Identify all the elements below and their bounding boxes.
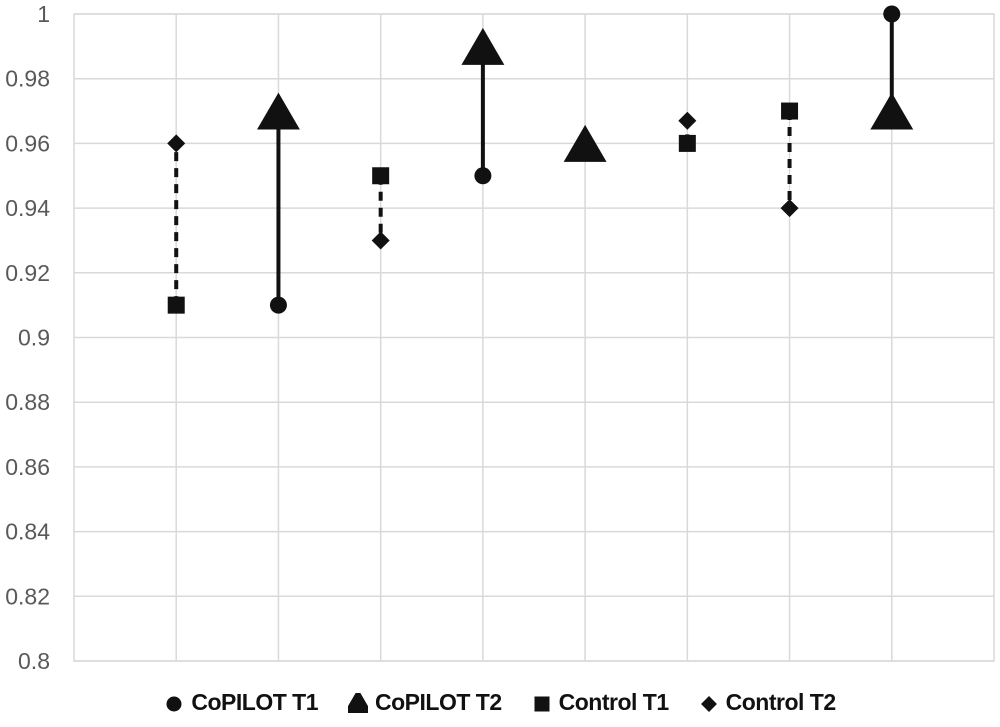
diamond-marker-icon: [678, 111, 697, 130]
triangle-marker-icon: [348, 692, 368, 713]
y-tick-label: 0.84: [5, 519, 50, 545]
triangle-marker-icon: [870, 92, 914, 130]
y-tick-label: 0.94: [5, 195, 50, 221]
circle-marker-icon: [166, 696, 182, 711]
y-tick-label: 0.88: [5, 389, 50, 415]
chart-legend: CoPILOT T1 CoPILOT T2 Control T1 Control T2: [0, 678, 1000, 727]
y-tick-label: 1: [37, 1, 50, 27]
data-series-control-t2: [167, 111, 799, 250]
y-tick-label: 0.9: [18, 325, 50, 351]
triangle-marker-icon: [348, 692, 368, 713]
diamond-marker-icon: [700, 695, 717, 712]
legend-item-control-t2: Control T2: [699, 689, 836, 716]
plot-border: [73, 13, 995, 662]
legend-item-copilot-t1: CoPILOT T1: [164, 689, 318, 716]
y-tick-label: 0.98: [5, 66, 50, 92]
legend-label: Control T2: [725, 689, 837, 715]
chart-canvas: 1 0.98 0.96 0.94 0.92 0.9 0.88 0.86 0.84 0.82 0.8: [5, 1, 995, 674]
square-marker-icon: [167, 296, 185, 314]
data-series-copilot-t1: [269, 5, 901, 314]
connector-lines: [174, 14, 894, 306]
legend-label: CoPILOT T1: [191, 689, 318, 715]
square-marker-icon: [534, 696, 550, 711]
y-tick-label: 0.96: [5, 130, 50, 156]
circle-marker-icon: [166, 696, 182, 711]
triangle-marker-icon: [461, 27, 505, 65]
diamond-marker-icon: [167, 134, 186, 153]
triangle-marker-icon: [256, 92, 300, 130]
circle-marker-icon: [576, 134, 594, 152]
y-tick-label: 0.8: [18, 648, 50, 674]
y-tick-label: 0.92: [5, 260, 50, 286]
square-marker-icon: [678, 134, 696, 152]
circle-marker-icon: [474, 167, 492, 185]
y-axis-labels: 1 0.98 0.96 0.94 0.92 0.9 0.88 0.86 0.84 0.82 0.8: [5, 1, 50, 674]
square-marker-icon: [372, 167, 390, 185]
legend-label: Control T1: [558, 689, 670, 715]
circle-marker-icon: [269, 296, 287, 314]
gridlines: [73, 13, 995, 662]
legend-item-copilot-t2: CoPILOT T2: [348, 689, 502, 716]
data-series-control-t1: [167, 102, 799, 314]
legend-label: CoPILOT T2: [375, 689, 502, 715]
diamond-marker-icon: [780, 199, 799, 218]
diamond-marker-icon: [700, 695, 717, 712]
circle-marker-icon: [883, 5, 901, 23]
y-tick-label: 0.86: [5, 454, 50, 480]
square-marker-icon: [781, 102, 799, 120]
y-tick-label: 0.82: [5, 583, 50, 609]
diamond-marker-icon: [371, 231, 390, 250]
square-marker-icon: [534, 696, 550, 711]
legend-item-control-t1: Control T1: [532, 689, 669, 716]
